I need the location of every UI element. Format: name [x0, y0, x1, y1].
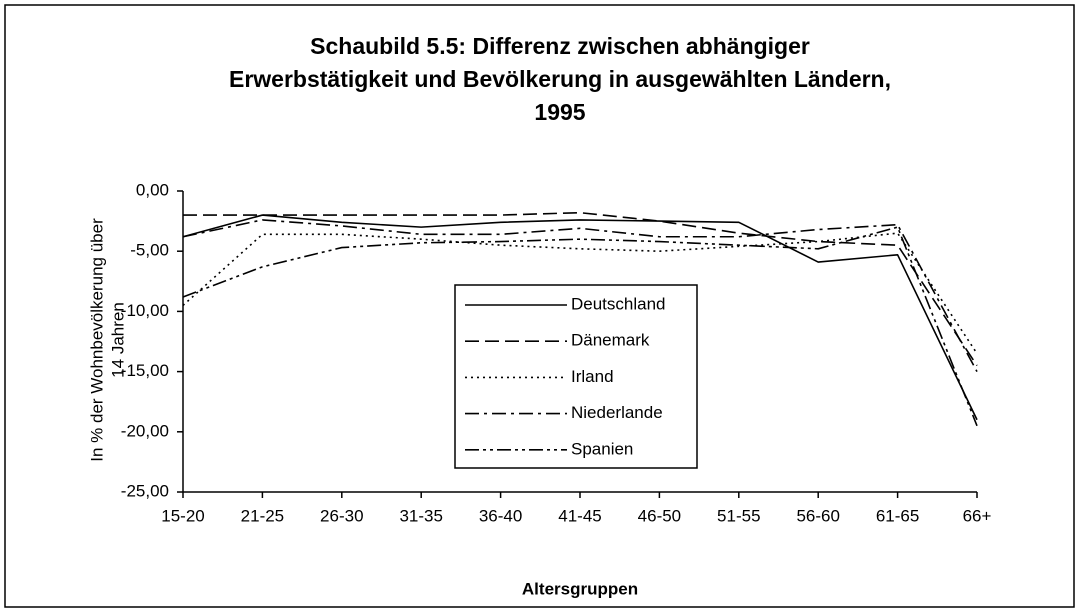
- x-tick-label: 31-35: [399, 506, 442, 525]
- legend-label: Niederlande: [571, 403, 663, 422]
- series-line: [182, 214, 978, 421]
- x-tick-label: 15-20: [161, 506, 204, 525]
- legend-label: Irland: [571, 367, 614, 386]
- y-tick-label: -5,00: [130, 241, 169, 260]
- x-tick-label: 21-25: [241, 506, 284, 525]
- x-tick-label: 46-50: [638, 506, 681, 525]
- chart-title: Schaubild 5.5: Differenz zwischen abhäng…: [310, 33, 810, 59]
- x-tick-label: 61-65: [876, 506, 919, 525]
- x-axis-title: Altersgruppen: [522, 579, 638, 598]
- legend-box: [454, 284, 698, 469]
- x-tick-label: 41-45: [558, 506, 601, 525]
- chart-title: 1995: [534, 99, 585, 125]
- x-tick-label: 36-40: [479, 506, 522, 525]
- y-tick-label: -20,00: [121, 421, 169, 440]
- y-tick-label: -15,00: [121, 361, 169, 380]
- chart-frame: [4, 4, 1075, 608]
- legend-label: Spanien: [571, 439, 633, 458]
- series-line: [183, 211, 978, 367]
- x-tick-label: 56-60: [796, 506, 839, 525]
- x-tick-label: 51-55: [717, 506, 760, 525]
- legend-label: Deutschland: [571, 294, 666, 313]
- y-axis-title: 14 Jahren: [108, 302, 127, 378]
- y-tick-label: -25,00: [121, 481, 169, 500]
- y-tick-label: -10,00: [121, 301, 169, 320]
- chart-title: Erwerbstätigkeit und Bevölkerung in ausg…: [229, 66, 891, 92]
- x-tick-label: 66+: [963, 506, 992, 525]
- y-axis-title: In % der Wohnbevölkerung über: [87, 218, 106, 462]
- series-line: [182, 219, 978, 372]
- legend-label: Dänemark: [571, 331, 650, 350]
- series-line: [182, 226, 978, 427]
- y-tick-label: 0,00: [136, 180, 169, 199]
- x-tick-label: 26-30: [320, 506, 363, 525]
